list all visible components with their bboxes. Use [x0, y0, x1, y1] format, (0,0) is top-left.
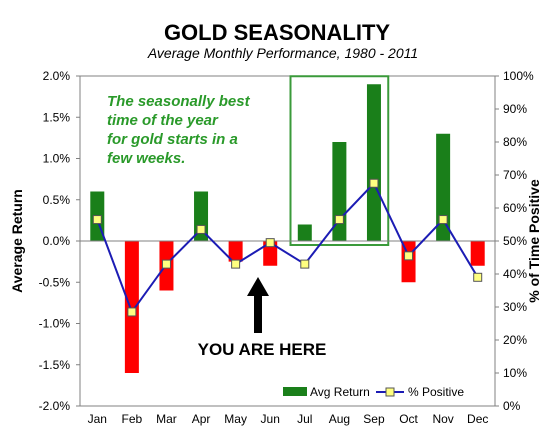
y2-axis-label: % of Time Positive	[526, 179, 542, 303]
marker-nov	[438, 215, 448, 225]
x-tick-label: Nov	[432, 412, 453, 426]
y-tick-label: 0.5%	[43, 193, 71, 207]
x-tick-label: May	[224, 412, 247, 426]
x-tick-label: Jul	[297, 412, 312, 426]
y2-tick-label: 40%	[503, 267, 527, 281]
y2-tick-label: 60%	[503, 201, 527, 215]
callout-line-2: time of the year	[107, 112, 219, 129]
marker-aug	[334, 215, 344, 225]
y2-tick-label: 90%	[503, 102, 527, 116]
y-tick-label: 2.0%	[43, 69, 71, 83]
legend: Avg Return % Positive	[283, 385, 464, 399]
x-tick-label: Jun	[261, 412, 280, 426]
chart-title: GOLD SEASONALITY	[164, 20, 390, 45]
bar-feb	[124, 241, 139, 373]
y-tick-label: 0.0%	[43, 234, 71, 248]
x-tick-label: Oct	[399, 412, 418, 426]
x-tick-label: Aug	[329, 412, 350, 426]
callout-text: The seasonally best time of the year for…	[107, 93, 251, 167]
legend-swatch-marker	[385, 387, 395, 397]
x-tick-label: Mar	[156, 412, 177, 426]
y-tick-label: -1.5%	[39, 358, 71, 372]
x-tick-label: Feb	[122, 412, 143, 426]
marker-oct	[404, 251, 414, 261]
marker-jul	[300, 259, 310, 269]
marker-jun	[265, 238, 275, 248]
bar-nov	[436, 133, 451, 241]
legend-swatch-bar	[283, 387, 307, 396]
y2-tick-label: 0%	[503, 399, 521, 413]
highlight-box	[289, 75, 390, 246]
callout-line-1: The seasonally best	[107, 93, 251, 110]
y-tick-label: 1.0%	[43, 152, 71, 166]
legend-label-percent-positive: % Positive	[408, 385, 464, 399]
bar-sep	[366, 84, 381, 241]
you-are-here-label: YOU ARE HERE	[198, 340, 327, 359]
marker-feb	[127, 307, 137, 317]
y2-tick-label: 80%	[503, 135, 527, 149]
x-tick-label: Dec	[467, 412, 488, 426]
arrow-icon	[247, 277, 269, 333]
y2-tick-label: 30%	[503, 300, 527, 314]
y-tick-label: -2.0%	[39, 399, 71, 413]
y-tick-label: -0.5%	[39, 275, 71, 289]
y2-tick-label: 50%	[503, 234, 527, 248]
marker-sep	[369, 178, 379, 188]
bar-jul	[297, 224, 312, 241]
y2-tick-label: 70%	[503, 168, 527, 182]
chart-subtitle: Average Monthly Performance, 1980 - 2011	[147, 45, 418, 61]
marker-mar	[161, 259, 171, 269]
callout-line-3: for gold starts in a	[107, 131, 238, 148]
marker-dec	[473, 272, 483, 282]
bar-dec	[470, 241, 485, 266]
x-tick-label: Apr	[192, 412, 211, 426]
percent-positive-markers	[92, 178, 483, 317]
y-tick-label: -1.0%	[39, 317, 71, 331]
legend-label-avg-return: Avg Return	[310, 385, 370, 399]
you-are-here-arrow	[247, 277, 269, 333]
bar-jun	[263, 241, 278, 266]
x-axis-ticks: Jan Feb Mar Apr May Jun Jul Aug Sep Oct Nov Dec	[88, 412, 489, 426]
x-tick-label: Jan	[88, 412, 107, 426]
percent-positive-line	[96, 181, 479, 315]
y2-axis-ticks: 100% 90% 80% 70% 60% 50% 40% 30% 20% 10% 0%	[495, 69, 534, 413]
bar-may	[228, 241, 243, 262]
marker-apr	[196, 224, 206, 234]
y2-tick-label: 20%	[503, 333, 527, 347]
y2-tick-label: 10%	[503, 366, 527, 380]
y-tick-label: 1.5%	[43, 110, 71, 124]
y-axis-ticks: 2.0% 1.5% 1.0% 0.5% 0.0% -0.5% -1.0% -1.5% -2.0%	[39, 69, 80, 413]
callout-line-4: few weeks.	[107, 150, 185, 167]
marker-jan	[92, 215, 102, 225]
y2-tick-label: 100%	[503, 69, 534, 83]
x-tick-label: Sep	[363, 412, 385, 426]
y-axis-label: Average Return	[9, 189, 25, 293]
marker-may	[231, 259, 241, 269]
